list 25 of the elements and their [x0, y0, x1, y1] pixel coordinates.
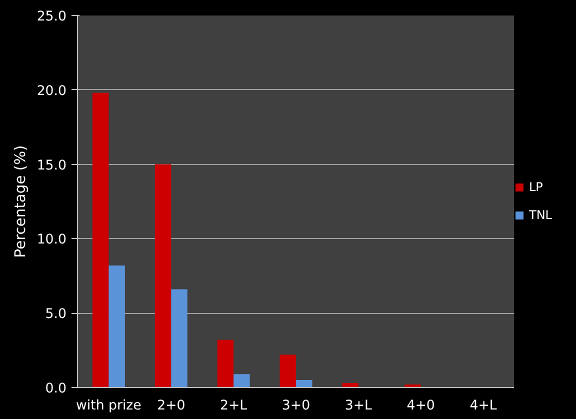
y-tick-label: 5.0	[45, 307, 67, 322]
legend-label: LP	[529, 180, 544, 194]
x-tick-label: 4+0	[406, 398, 435, 414]
y-tick-label: 10.0	[36, 232, 67, 248]
y-tick-label: 20.0	[36, 84, 67, 99]
x-tick-label: 2+0	[157, 398, 186, 414]
legend-label: TNL	[529, 208, 552, 222]
bar	[280, 354, 296, 388]
bar	[108, 265, 125, 388]
x-tick-label: 4+L	[470, 398, 498, 414]
bar	[342, 383, 358, 388]
y-tick-label: 25.0	[36, 10, 67, 24]
bar	[154, 164, 172, 388]
y-tick-label: 0.0	[45, 382, 67, 396]
x-tick-label: 3+0	[282, 398, 310, 414]
bar	[296, 380, 312, 388]
bar	[92, 92, 109, 388]
bar	[171, 289, 188, 388]
x-tick-label: 2+L	[220, 398, 248, 414]
bar	[234, 374, 250, 388]
x-tick-label: with prize	[76, 398, 142, 414]
x-tick-label: 3+L	[344, 398, 373, 414]
bar	[217, 340, 234, 388]
y-axis-title: Percentage (%)	[12, 145, 29, 258]
y-tick-label: 15.0	[36, 158, 67, 174]
